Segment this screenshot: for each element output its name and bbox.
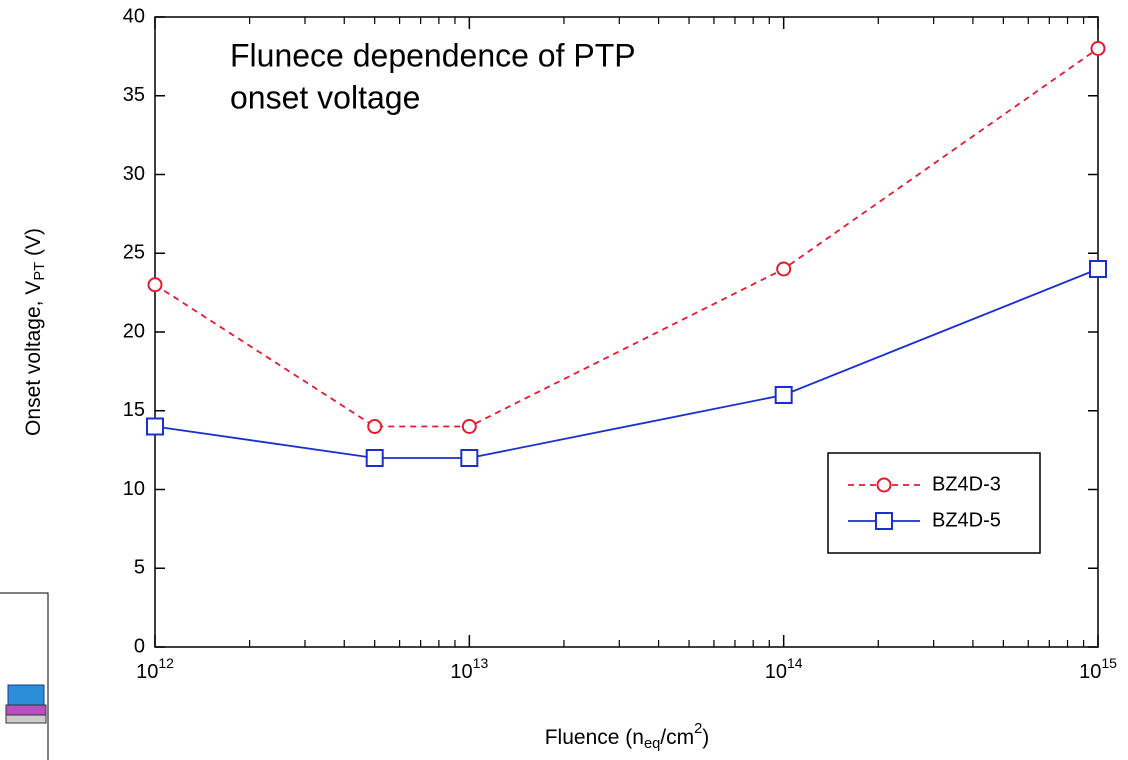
marker: [460, 449, 479, 467]
marker: [365, 449, 384, 467]
marker: [1089, 260, 1107, 278]
side-graphic: [0, 592, 49, 760]
marker: [774, 386, 793, 404]
y-tick-label: 40: [123, 5, 145, 27]
y-tick-label: 35: [123, 84, 145, 106]
x-tick-label: 1015​: [1079, 655, 1117, 684]
x-tick-label: 1014​: [765, 655, 803, 684]
y-tick-label: 30: [123, 163, 145, 185]
x-tick-label: 1012​: [136, 655, 174, 684]
marker: [1090, 41, 1106, 56]
x-tick-label: 1013​: [450, 655, 488, 684]
legend-label: BZ4D-5: [932, 509, 1001, 531]
legend-label: BZ4D-3: [932, 473, 1001, 495]
legend-marker: [875, 512, 893, 530]
annotation: onset voltage: [230, 79, 420, 115]
y-tick-label: 5: [134, 557, 145, 579]
y-tick-label: 15: [123, 399, 145, 421]
series-line: [154, 268, 1099, 459]
legend-box: [827, 452, 1041, 554]
legend-marker: [876, 477, 892, 493]
marker: [461, 419, 477, 434]
marker: [146, 417, 164, 436]
marker: [776, 261, 792, 277]
marker: [367, 419, 383, 434]
y-tick-label: 25: [123, 242, 145, 264]
y-tick-label: 0: [134, 635, 145, 657]
y-tick-label: 10: [123, 478, 145, 500]
marker: [147, 277, 163, 293]
y-axis-title: Onset voltage, VPT​ (V): [22, 228, 48, 436]
annotation: Flunece dependence of PTP: [230, 37, 636, 73]
x-axis-title: Fluence (neq​/cm2​): [545, 721, 710, 752]
y-tick-label: 20: [123, 320, 145, 342]
